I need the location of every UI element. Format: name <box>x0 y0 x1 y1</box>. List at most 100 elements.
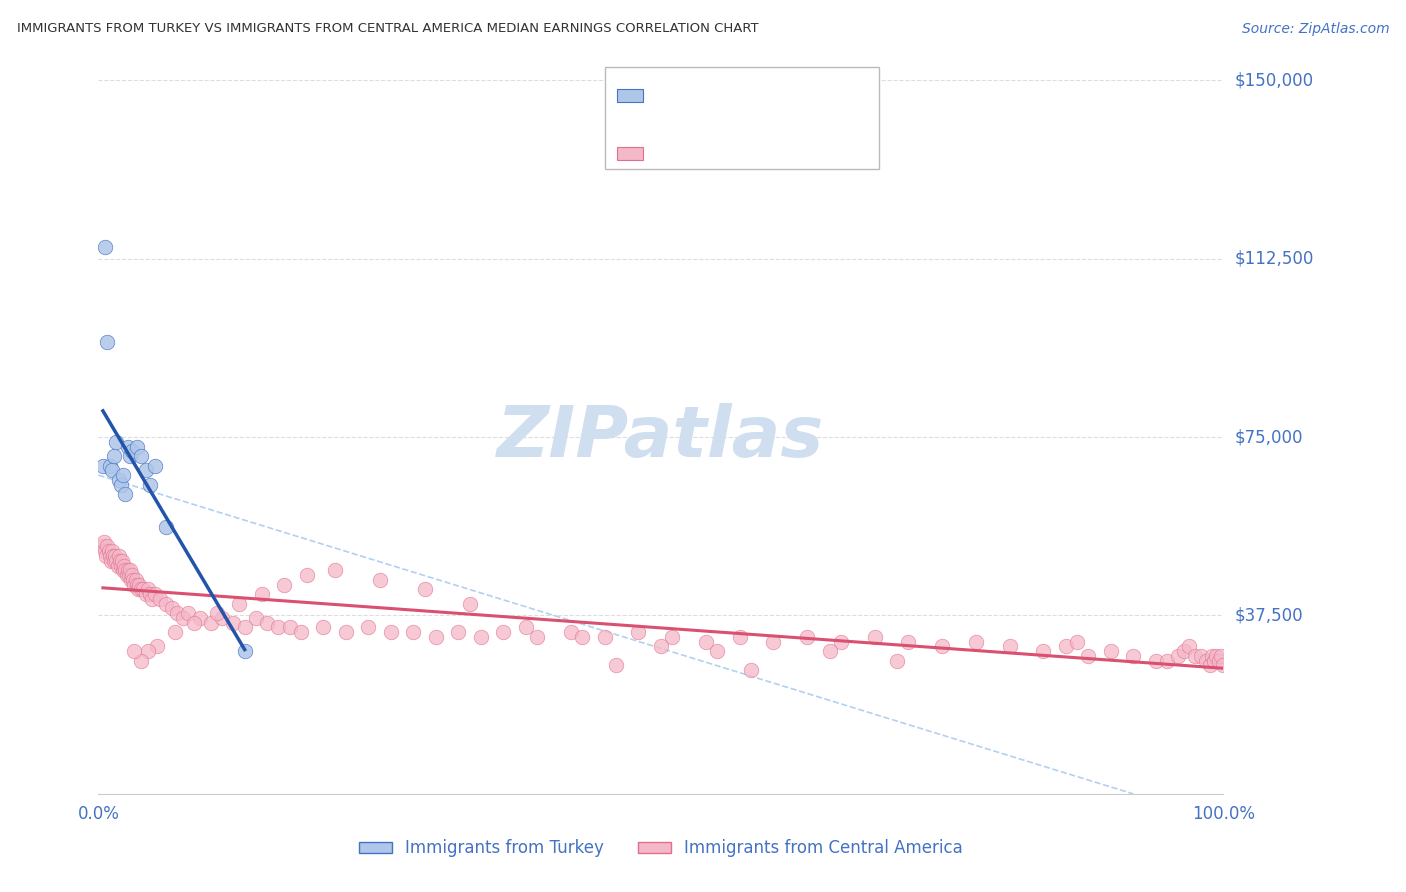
Point <box>91 540 114 554</box>
Point <box>1077 648 1099 663</box>
Point <box>107 473 129 487</box>
Point <box>627 625 650 640</box>
Point <box>1167 648 1189 663</box>
Point <box>103 554 125 568</box>
Point <box>112 558 135 573</box>
Point <box>897 634 920 648</box>
Point <box>256 615 278 630</box>
Point <box>1204 654 1226 668</box>
Point <box>965 634 987 648</box>
Point <box>107 558 129 573</box>
Point <box>267 620 290 634</box>
Point <box>1198 658 1220 673</box>
Point <box>425 630 447 644</box>
Point <box>1212 658 1234 673</box>
Point <box>93 534 115 549</box>
Point <box>458 597 481 611</box>
Point <box>205 606 228 620</box>
Point <box>101 463 124 477</box>
Point <box>1209 648 1232 663</box>
Point <box>368 573 391 587</box>
Point <box>211 611 233 625</box>
Point <box>117 440 139 454</box>
Point <box>357 620 380 634</box>
Text: ZIPatlas: ZIPatlas <box>498 402 824 472</box>
Point <box>100 554 122 568</box>
Point <box>160 601 183 615</box>
Text: N =: N = <box>758 143 794 161</box>
Point <box>129 582 152 597</box>
Point <box>96 540 118 554</box>
Point <box>114 487 136 501</box>
Point <box>1066 634 1088 648</box>
Point <box>1205 648 1227 663</box>
Point <box>886 654 908 668</box>
Point <box>101 549 124 563</box>
Point <box>863 630 886 644</box>
Point <box>125 440 148 454</box>
Point <box>110 558 132 573</box>
Point <box>290 625 312 640</box>
Point <box>110 477 132 491</box>
Point <box>1054 640 1077 654</box>
Point <box>188 611 211 625</box>
Point <box>413 582 436 597</box>
Point <box>132 582 155 597</box>
Point <box>172 611 194 625</box>
Text: 21: 21 <box>794 85 817 103</box>
Point <box>121 444 143 458</box>
Point <box>146 640 169 654</box>
Point <box>1173 644 1195 658</box>
Point <box>98 549 121 563</box>
Text: $75,000: $75,000 <box>1234 428 1303 446</box>
Point <box>335 625 357 640</box>
Point <box>1178 640 1201 654</box>
Point <box>124 573 146 587</box>
Point <box>470 630 492 644</box>
Point <box>1144 654 1167 668</box>
Point <box>1099 644 1122 658</box>
Point <box>149 591 172 606</box>
Point <box>1032 644 1054 658</box>
Point <box>571 630 593 644</box>
Point <box>228 597 250 611</box>
Point <box>515 620 537 634</box>
Text: R =: R = <box>652 143 689 161</box>
Point <box>1122 648 1144 663</box>
Point <box>111 554 134 568</box>
Point <box>740 663 762 677</box>
Text: $150,000: $150,000 <box>1234 71 1313 89</box>
Point <box>661 630 683 644</box>
Point <box>1184 648 1206 663</box>
Point <box>380 625 402 640</box>
Point <box>136 644 159 658</box>
Point <box>97 544 120 558</box>
Point <box>762 634 785 648</box>
Point <box>96 334 118 349</box>
Point <box>295 568 318 582</box>
Point <box>105 434 128 449</box>
Text: $37,500: $37,500 <box>1234 607 1303 624</box>
Point <box>1156 654 1178 668</box>
Point <box>830 634 852 648</box>
Point <box>112 563 135 577</box>
Point <box>135 463 157 477</box>
Point <box>273 577 295 591</box>
Point <box>233 644 256 658</box>
Point <box>120 573 142 587</box>
Point <box>118 449 141 463</box>
Point <box>155 520 177 534</box>
Point <box>107 549 129 563</box>
Point <box>98 458 121 473</box>
Point <box>104 549 127 563</box>
Point <box>818 644 841 658</box>
Text: -0.842: -0.842 <box>686 143 745 161</box>
Text: $112,500: $112,500 <box>1234 250 1313 268</box>
Point <box>117 563 139 577</box>
Text: R =: R = <box>652 85 689 103</box>
Point <box>125 577 148 591</box>
Point <box>143 458 166 473</box>
Point <box>127 582 149 597</box>
Point <box>183 615 205 630</box>
Point <box>115 568 138 582</box>
